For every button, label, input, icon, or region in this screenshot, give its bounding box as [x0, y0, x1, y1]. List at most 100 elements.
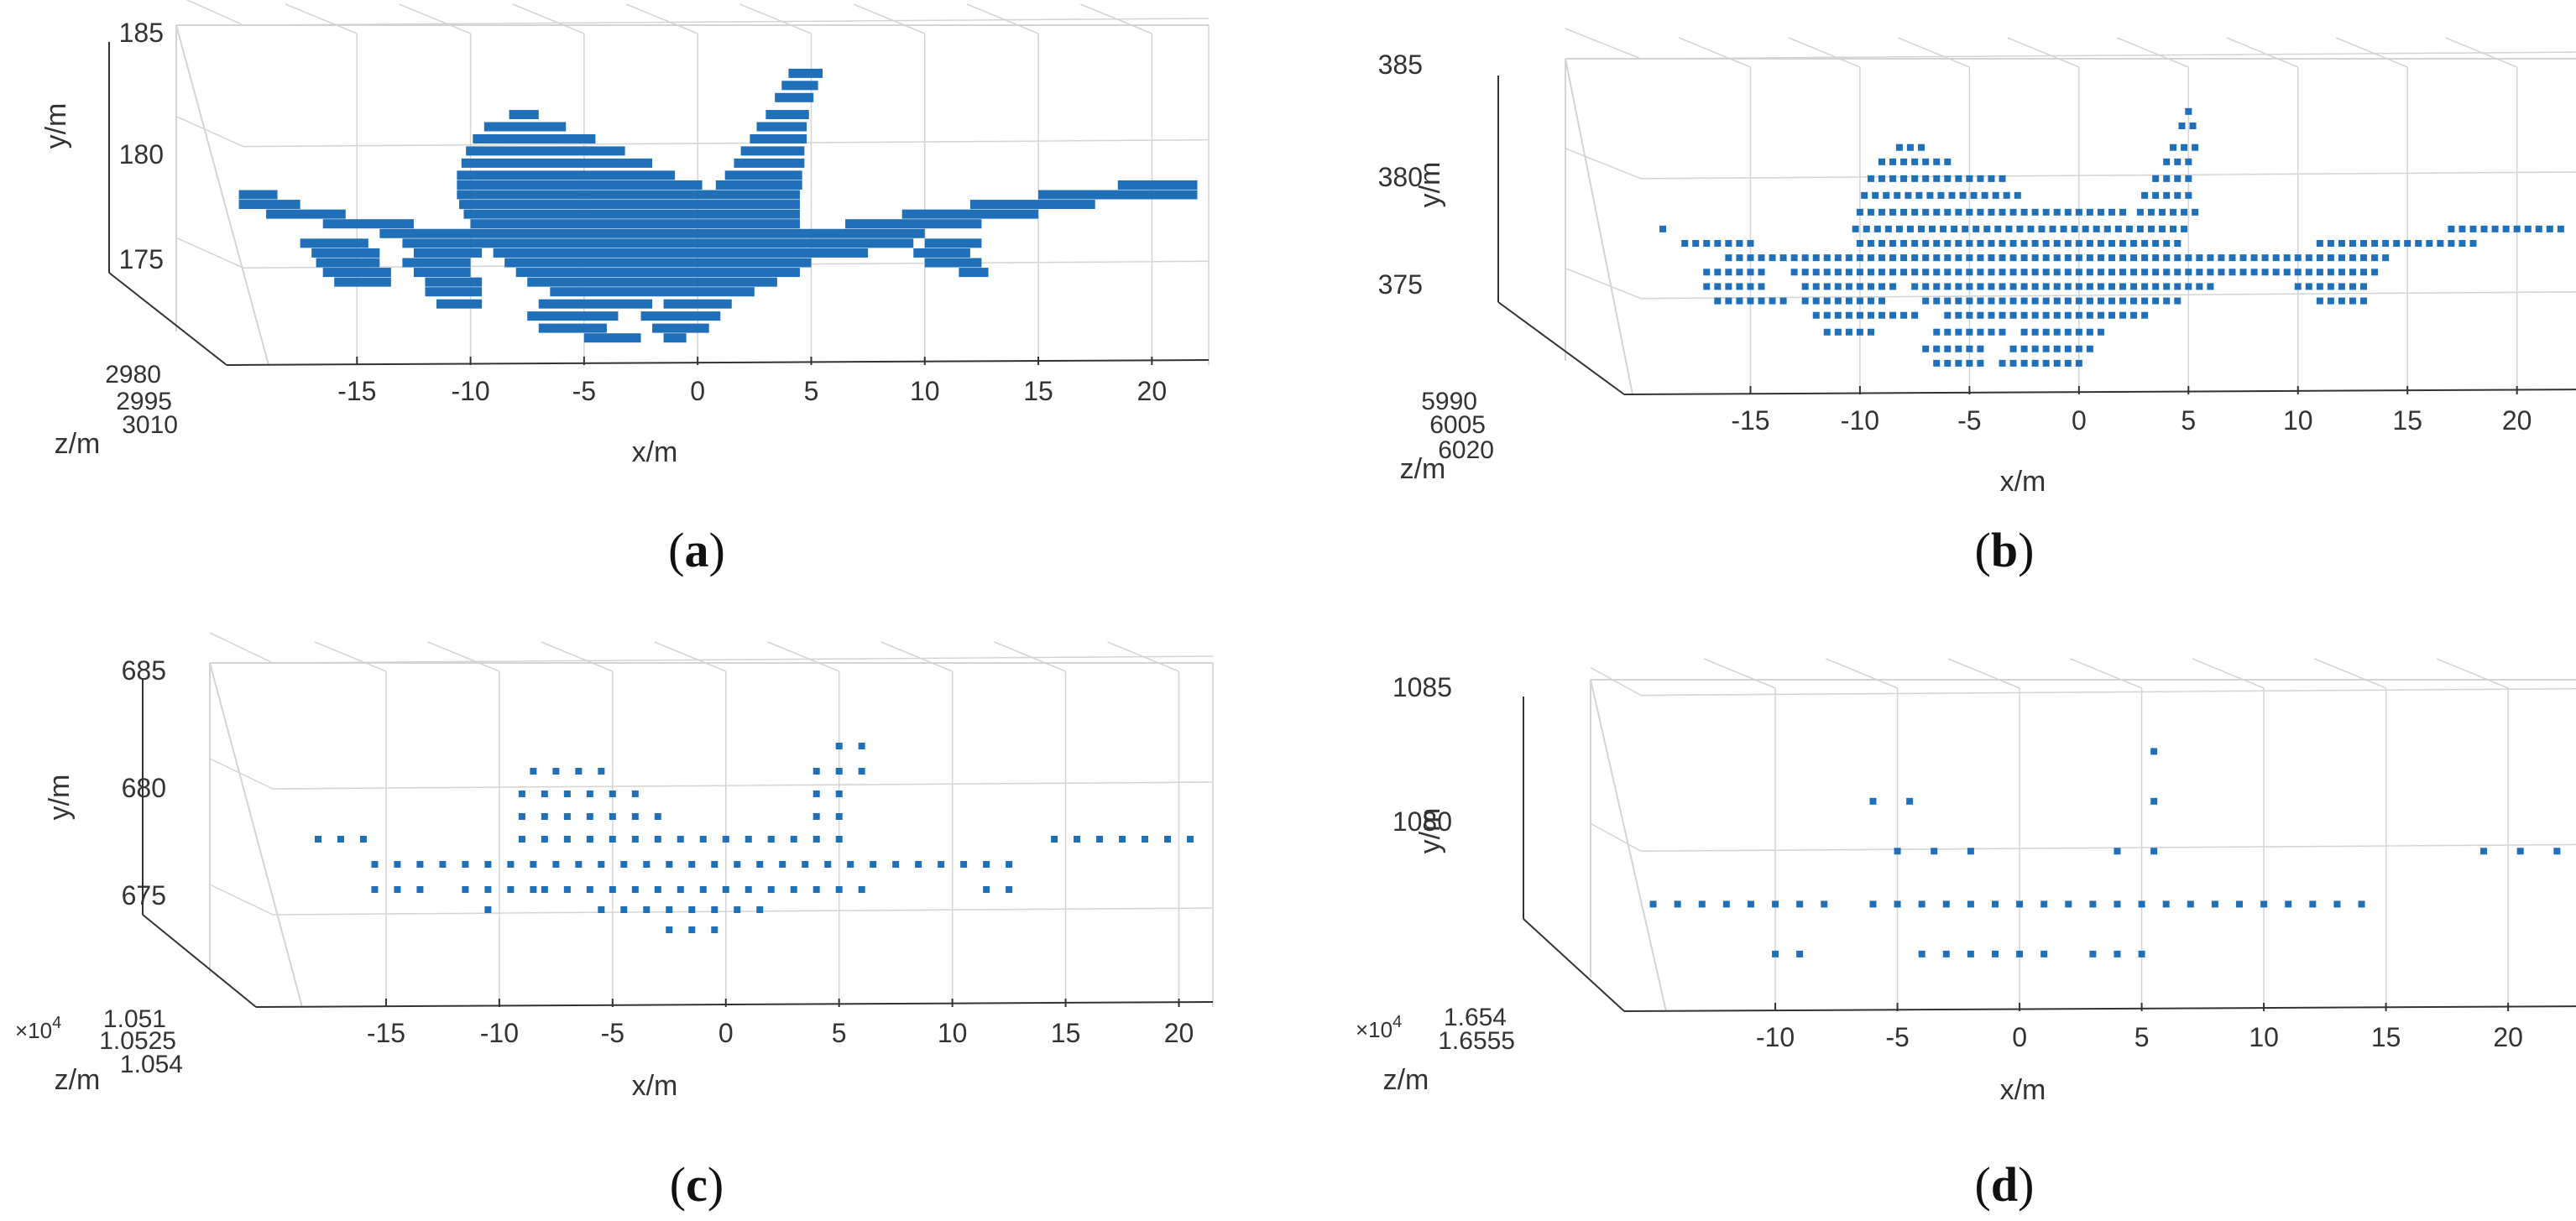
point-segment [515, 268, 800, 278]
z-axis-label: z/m [1383, 1064, 1429, 1096]
data-point [2178, 123, 2186, 129]
data-point [1872, 191, 1879, 199]
point-segment [463, 209, 800, 219]
data-point [1747, 900, 1754, 908]
data-point [1900, 240, 1908, 247]
data-point [2042, 359, 2050, 367]
data-point [2404, 240, 2411, 247]
data-point [2189, 123, 2197, 129]
data-point [2114, 950, 2121, 957]
data-point [1119, 836, 1126, 843]
y-axis-label: y/m [44, 775, 76, 821]
point-segment [425, 287, 483, 297]
data-point [2086, 254, 2093, 262]
data-point [2119, 269, 2127, 276]
grid-line [285, 3, 358, 34]
grid-line [1565, 148, 1642, 180]
x-tick-label: 0 [2072, 405, 2087, 436]
data-point [1856, 208, 1863, 216]
data-point [1988, 208, 1995, 216]
y-tick-label: 175 [119, 244, 164, 274]
data-point [2393, 240, 2401, 247]
data-point [2170, 143, 2177, 151]
point-segment [913, 248, 970, 258]
data-point [1933, 175, 1941, 182]
data-point [835, 886, 843, 893]
data-point [609, 886, 616, 893]
data-point [575, 768, 583, 775]
data-point [1983, 225, 1991, 232]
data-point [1915, 191, 1923, 199]
data-point [1869, 797, 1877, 805]
data-point [586, 886, 593, 893]
data-point [2448, 225, 2455, 232]
data-point [2309, 900, 2317, 908]
data-point [2360, 269, 2368, 276]
data-point [2218, 269, 2225, 276]
x-tick-label: 5 [2181, 405, 2196, 436]
data-point [1955, 283, 1962, 290]
data-point [1918, 900, 1925, 908]
data-point [2174, 158, 2182, 165]
data-point [507, 886, 515, 893]
x-tick-label: 10 [2249, 1022, 2279, 1052]
grid-line [272, 781, 1214, 790]
data-point [1999, 283, 2006, 290]
data-point [2141, 254, 2149, 262]
data-point [1988, 240, 1995, 247]
y-tick-label: 380 [1378, 162, 1423, 192]
data-point [2150, 748, 2158, 755]
data-point [2152, 240, 2160, 247]
y-axis-label: y/m [1414, 162, 1446, 208]
data-point [1999, 175, 2006, 182]
data-point [1747, 269, 1754, 276]
data-point [2553, 848, 2561, 855]
data-point [1856, 283, 1863, 290]
data-point [1977, 311, 1984, 319]
x-tick-label: -5 [572, 376, 596, 406]
data-point [2005, 225, 2013, 232]
z-tick-label: 5990 [1421, 388, 1477, 415]
data-point [2042, 269, 2050, 276]
data-point [1883, 191, 1890, 199]
data-point [643, 906, 651, 913]
data-point [2458, 240, 2466, 247]
x-tick-label: -10 [1841, 405, 1879, 436]
data-point [2250, 269, 2258, 276]
data-point [1955, 345, 1962, 352]
data-point [2316, 240, 2323, 247]
data-point [2020, 269, 2028, 276]
data-point [2075, 328, 2082, 336]
data-point [1736, 269, 1743, 276]
data-point [1725, 283, 1732, 290]
grid-line [1898, 37, 1970, 68]
panel-b-plot: -15 -10 -5 0 5 10 15 20 375 380 385 5990 6005 6020 x/m… [1297, 0, 2576, 504]
data-point [2053, 283, 2061, 290]
data-point [2338, 269, 2345, 276]
data-point [1933, 240, 1941, 247]
data-point [2333, 900, 2341, 908]
data-point [2141, 269, 2149, 276]
data-point [1878, 208, 1886, 216]
data-point [1823, 311, 1831, 319]
data-point [2108, 240, 2115, 247]
data-point [2316, 297, 2323, 305]
data-point [1187, 836, 1194, 843]
data-point [2031, 240, 2039, 247]
data-point [2141, 240, 2149, 247]
data-point [563, 813, 571, 820]
data-point [2502, 225, 2510, 232]
data-point [1681, 240, 1689, 247]
data-point [2086, 240, 2093, 247]
point-segment [425, 277, 483, 287]
grid-line [1679, 37, 1751, 68]
data-point [1933, 283, 1941, 290]
point-segment [322, 219, 414, 229]
data-point [1801, 283, 1809, 290]
data-point [1834, 269, 1842, 276]
data-point [1863, 225, 1870, 232]
data-point [983, 861, 990, 868]
grid-line [1640, 291, 2576, 300]
data-point [2163, 191, 2171, 199]
